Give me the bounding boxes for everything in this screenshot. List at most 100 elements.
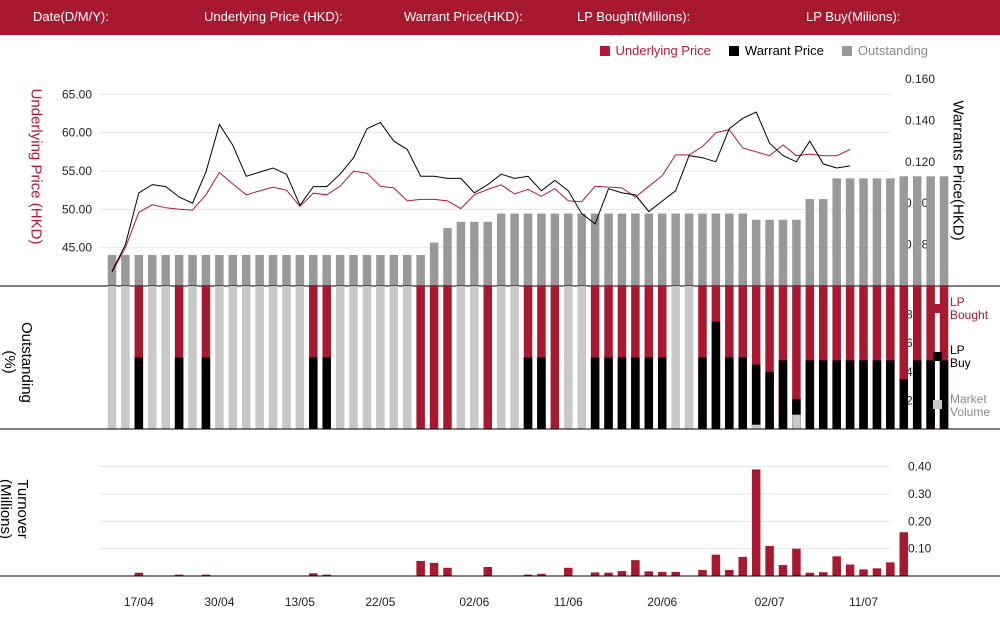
lp-buy-bar	[765, 371, 774, 429]
outstanding-bar	[148, 254, 157, 286]
x-tick-label: 13/05	[285, 595, 315, 609]
legend-lp-bought: LP Bought	[950, 295, 989, 322]
turnover-bar	[537, 573, 546, 576]
left-axis-title-underlying: Underlying Price (HKD)	[27, 88, 45, 245]
turnover-bar	[631, 560, 640, 576]
market-volume-bar	[470, 286, 479, 429]
lp-buy-bar	[859, 360, 868, 429]
market-volume-bar	[671, 286, 680, 429]
turnover-bar	[778, 565, 788, 576]
lp-buy-bar	[805, 360, 815, 429]
outstanding-bar	[832, 178, 841, 286]
legend-warrant-label: Warrant Price	[744, 43, 824, 58]
market-volume-bar	[107, 286, 117, 429]
outstanding-bar	[215, 254, 224, 286]
lp-buy-bar	[134, 357, 144, 429]
lp-buy-bar	[792, 398, 801, 429]
left-tick-label: 60.00	[62, 126, 92, 140]
lp-buy-bar	[845, 360, 855, 429]
outstanding-bar	[886, 178, 895, 286]
turnover-bar	[322, 574, 331, 576]
outstanding-bar	[121, 254, 130, 286]
outstanding-bar	[134, 254, 144, 286]
legend-outstanding[interactable]: Outstanding	[841, 43, 928, 58]
lp-buy-bar	[926, 360, 935, 429]
outstanding-bar	[819, 199, 828, 286]
lp-buy-bar	[778, 360, 788, 429]
turnover-bar	[657, 571, 667, 576]
lp-buy-bar	[644, 357, 654, 429]
lp-buy-bar	[590, 357, 600, 429]
market-volume-bar	[792, 414, 801, 429]
market-volume-bar	[228, 286, 238, 429]
turnover-bar	[309, 573, 318, 576]
legend-underlying[interactable]: Underlying Price	[599, 43, 711, 58]
legend-lp-buy: LP Buy	[950, 343, 971, 370]
market-volume-bar	[456, 286, 466, 429]
lp-bought-bar	[765, 286, 774, 429]
lp-buy-bar	[201, 357, 211, 429]
outstanding-bar	[188, 254, 197, 286]
market-volume-bar	[564, 286, 573, 429]
lp-bought-bar	[416, 286, 425, 429]
market-volume-bar	[577, 286, 586, 429]
lp-bought-label: LP Bought(Milions):	[577, 9, 691, 24]
lp-buy-bar	[604, 357, 613, 429]
x-tick-label: 11/07	[849, 595, 878, 609]
outstanding-bar	[684, 213, 694, 286]
turnover-bar	[429, 562, 439, 576]
outstanding-bar	[201, 254, 211, 286]
lp-bought-bar	[778, 286, 788, 429]
lp-bought-bar	[912, 286, 922, 429]
warrant-swatch	[728, 45, 739, 56]
header-bar: Date(D/M/Y): Underlying Price (HKD): War…	[0, 0, 1000, 35]
lp-bought-bar	[443, 286, 452, 429]
lp-bought-bar	[872, 286, 882, 429]
market-volume-bar	[335, 286, 345, 429]
outstanding-bar	[295, 254, 305, 286]
outstanding-bar	[496, 213, 506, 286]
lp-buy-bar	[631, 357, 640, 429]
outstanding-bar	[657, 213, 667, 286]
turnover-bar	[443, 567, 452, 576]
lp-buy-bar	[537, 357, 546, 429]
outstanding-bar	[429, 242, 439, 286]
legend-market-volume: Market Volume	[950, 392, 991, 419]
outstanding-bar	[335, 254, 345, 286]
turnover-bar	[832, 556, 841, 576]
turnover-bar	[872, 568, 882, 576]
lp-buy-bar	[751, 364, 761, 429]
outstanding-bar	[765, 219, 774, 286]
lp-buy-bar	[174, 357, 184, 429]
lp-bought-bar	[832, 286, 841, 429]
lp-bought-bar	[751, 286, 761, 429]
market-volume-bar	[148, 286, 157, 429]
turnover-bar	[738, 556, 747, 576]
lp-bought-bar	[792, 286, 801, 429]
market-volume-bar	[241, 286, 251, 429]
market-volume-bar	[376, 286, 385, 429]
date-label: Date(D/M/Y):	[33, 9, 109, 24]
outstanding-bar	[631, 213, 640, 286]
lp-bought-bar	[899, 286, 909, 429]
turnover-bar	[845, 564, 855, 576]
market-volume-bar	[402, 286, 412, 429]
outstanding-bar	[644, 213, 654, 286]
lp-buy-bar	[725, 357, 734, 429]
outstanding-bar	[872, 178, 882, 286]
outstanding-bar	[550, 213, 560, 286]
outstanding-bar	[456, 221, 466, 286]
turnover-bar	[725, 569, 734, 576]
outstanding-bar	[416, 254, 425, 286]
market-volume-bar	[389, 286, 399, 429]
warrant-price-label: Warrant Price(HKD):	[404, 9, 523, 24]
legend-warrant[interactable]: Warrant Price	[728, 43, 824, 58]
lp-bought-bar	[926, 286, 935, 429]
turnover-bar	[604, 572, 613, 576]
outstanding-bar	[255, 254, 264, 286]
lp-buy-bar	[939, 360, 949, 429]
outstanding-swatch	[841, 45, 852, 56]
left-tick-label: 45.00	[62, 241, 92, 255]
outstanding-bar	[268, 254, 278, 286]
